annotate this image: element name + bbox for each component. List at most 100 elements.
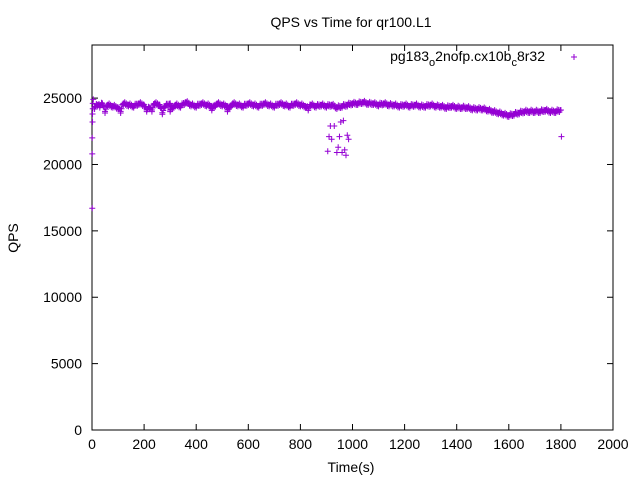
y-tick-label: 25000 — [43, 90, 82, 106]
x-tick-label: 200 — [132, 436, 156, 452]
data-point — [219, 101, 226, 108]
x-tick-label: 2000 — [597, 436, 628, 452]
data-point — [89, 111, 96, 118]
data-point — [406, 103, 413, 110]
data-point — [307, 101, 314, 108]
x-tick-label: 1600 — [493, 436, 524, 452]
data-point — [345, 136, 352, 143]
data-point — [229, 100, 236, 107]
data-point — [125, 101, 132, 108]
data-point — [276, 100, 283, 107]
data-point — [448, 103, 455, 110]
data-point — [458, 104, 465, 111]
data-point — [484, 107, 491, 114]
data-point — [172, 101, 179, 108]
data-point — [271, 103, 278, 110]
y-axis-label: QPS — [5, 223, 21, 253]
data-point — [516, 109, 523, 116]
data-point — [91, 104, 98, 111]
data-point — [224, 107, 231, 114]
data-point — [500, 111, 507, 118]
data-point — [365, 100, 372, 107]
data-point — [146, 104, 153, 111]
data-point — [432, 103, 439, 110]
data-point — [187, 101, 194, 108]
legend-tail: 8r32 — [517, 48, 545, 64]
data-point — [438, 103, 445, 110]
data-point — [177, 103, 184, 110]
data-point — [281, 101, 288, 108]
data-point — [331, 122, 338, 129]
chart-title: QPS vs Time for qr100.L1 — [270, 14, 431, 30]
data-point — [99, 100, 106, 107]
data-point — [385, 101, 392, 108]
data-point — [328, 101, 335, 108]
y-tick-label: 0 — [74, 422, 82, 438]
data-point — [135, 100, 142, 107]
data-point — [370, 100, 377, 107]
data-point — [526, 108, 533, 115]
x-tick-label: 600 — [237, 436, 261, 452]
data-point — [495, 109, 502, 116]
data-point — [552, 108, 559, 115]
x-tick-label: 1200 — [389, 436, 420, 452]
data-point — [182, 99, 189, 106]
data-point — [193, 103, 200, 110]
data-point — [94, 101, 101, 108]
y-tick-label: 10000 — [43, 289, 82, 305]
data-point — [89, 119, 96, 125]
x-tick-label: 400 — [185, 436, 209, 452]
data-point — [120, 100, 127, 107]
legend: pg183o2nofp.cx10bc8r32 — [390, 48, 577, 69]
data-point — [115, 104, 122, 111]
data-point — [542, 107, 549, 114]
data-point — [240, 103, 247, 110]
data-point — [354, 100, 361, 107]
data-point — [292, 100, 299, 107]
data-point — [333, 104, 340, 111]
data-point — [328, 136, 335, 143]
data-point — [234, 101, 241, 108]
data-point — [521, 108, 528, 115]
data-point — [336, 133, 343, 140]
data-point — [479, 105, 486, 112]
x-tick-label: 1000 — [337, 436, 368, 452]
data-point — [469, 105, 476, 112]
data-point — [547, 108, 554, 115]
x-tick-label: 800 — [289, 436, 313, 452]
legend-mid: 2nofp.cx10b — [435, 48, 511, 64]
legend-base: pg183 — [390, 48, 429, 64]
legend-plus-icon — [571, 54, 577, 60]
data-point — [297, 101, 304, 108]
data-point — [286, 103, 293, 110]
data-point — [266, 101, 273, 108]
data-point — [156, 101, 163, 108]
data-point — [313, 103, 320, 110]
data-point — [104, 101, 111, 108]
x-tick-label: 0 — [88, 436, 96, 452]
data-point — [198, 100, 205, 107]
data-point — [339, 149, 346, 156]
x-tick-label: 1800 — [545, 436, 576, 452]
data-point — [167, 107, 174, 114]
data-point — [89, 100, 96, 107]
data-point — [337, 119, 344, 125]
data-point — [474, 105, 481, 112]
x-axis-label: Time(s) — [328, 459, 375, 475]
data-point — [326, 133, 333, 140]
data-point — [537, 108, 544, 115]
y-tick-label: 20000 — [43, 156, 82, 172]
legend-sub2: c — [511, 57, 517, 69]
legend-sub1: o — [429, 57, 435, 69]
data-point — [375, 101, 382, 108]
data-point — [412, 101, 419, 108]
data-point — [380, 100, 387, 107]
data-point — [161, 103, 168, 110]
legend-marker — [571, 54, 577, 60]
data-point — [151, 100, 158, 107]
data-point — [302, 103, 309, 110]
data-point — [401, 101, 408, 108]
data-point — [391, 101, 398, 108]
data-point — [341, 146, 348, 153]
data-point — [464, 104, 471, 111]
